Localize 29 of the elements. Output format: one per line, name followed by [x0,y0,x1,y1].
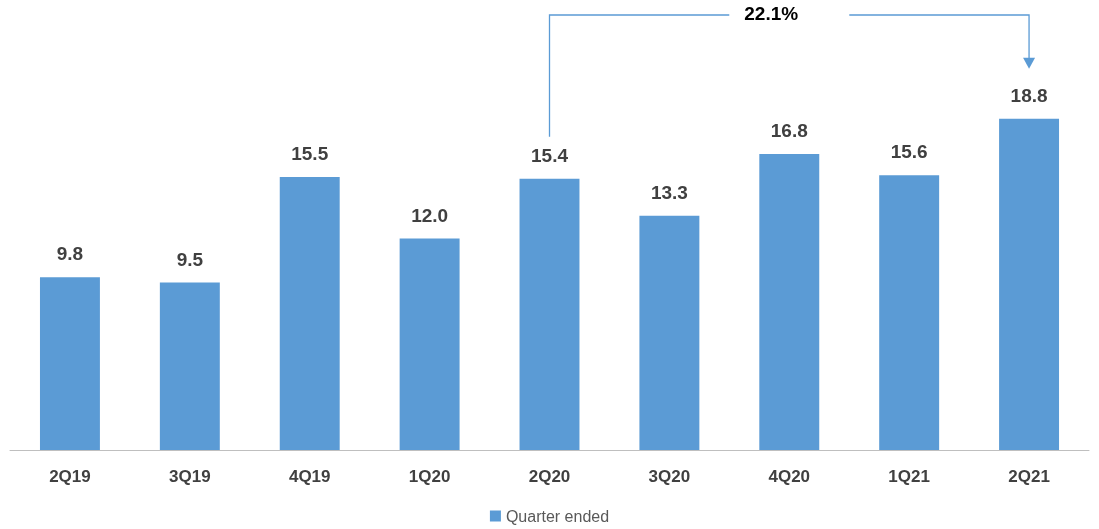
data-label: 16.8 [770,120,808,141]
data-label: 9.5 [176,248,204,270]
bar [999,118,1060,450]
bar [519,178,580,450]
data-label: 18.8 [1010,84,1048,106]
data-label: 15.6 [890,141,928,163]
x-tick-label: 2Q19 [49,467,91,486]
bar [759,154,820,450]
x-tick-label: 2Q21 [1008,467,1050,486]
x-tick-label: 4Q20 [768,467,811,486]
bar [639,215,700,450]
x-tick-label: 4Q19 [288,467,331,486]
x-tick-label: 1Q21 [888,467,930,486]
bar [159,282,220,450]
x-tick-label: 3Q19 [169,467,211,486]
x-tick-label: 2Q20 [528,467,571,486]
data-label: 12.0 [411,204,449,226]
bar [399,238,460,450]
bar [39,277,100,450]
x-tick-label: 1Q20 [408,467,451,486]
data-label: 15.4 [531,144,569,166]
data-label: 15.5 [291,142,329,164]
x-tick-label: 3Q20 [648,467,691,486]
text: 22.1% [744,3,799,24]
bar [879,175,940,450]
bar [279,176,340,450]
data-label: 9.8 [56,243,84,265]
data-label: 13.3 [650,181,688,203]
legend-label: Quarter ended [505,507,610,525]
